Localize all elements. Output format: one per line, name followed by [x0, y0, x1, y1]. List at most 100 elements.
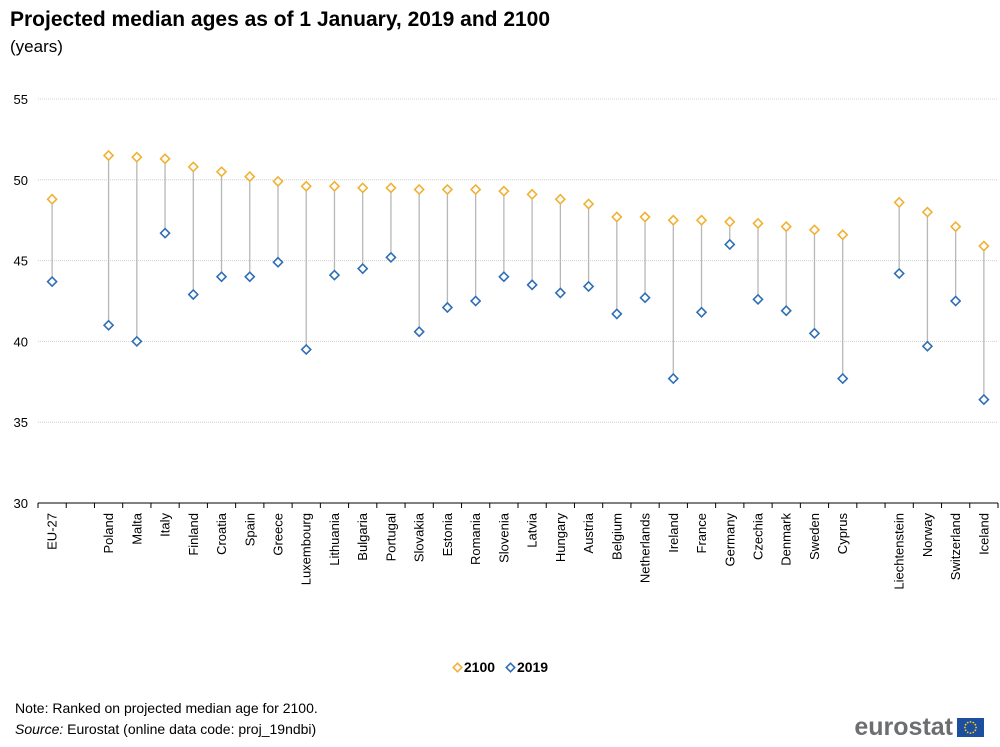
point-2100 [159, 153, 171, 165]
point-2100 [780, 221, 792, 233]
point-2019 [667, 372, 679, 385]
point-2019 [46, 275, 58, 288]
flag-star [966, 721, 969, 724]
point-2100 [131, 151, 143, 163]
point-2100 [385, 182, 397, 194]
source-detail: Eurostat (online data code: proj_19ndbi) [63, 721, 317, 737]
flag-star [964, 726, 966, 729]
point-2019 [978, 393, 990, 406]
flag-star [972, 721, 975, 724]
x-tick-label: Luxembourg [299, 513, 314, 585]
point-2100 [102, 149, 115, 162]
x-tick-label: Italy [158, 513, 173, 537]
x-tick-label: France [694, 513, 709, 553]
x-tick-label: Austria [581, 512, 596, 553]
point-2100 [187, 161, 199, 173]
eurostat-logo: eurostat [854, 713, 984, 742]
legend-label-2100: 2100 [463, 659, 496, 675]
point-2100 [667, 214, 679, 226]
flag-star [969, 721, 972, 723]
point-2100 [498, 185, 510, 197]
point-2019 [215, 271, 228, 283]
point-2019 [413, 326, 425, 338]
point-2019 [639, 292, 651, 304]
point-2019 [724, 238, 736, 251]
source-label: Source: [15, 721, 64, 737]
point-2019 [808, 327, 821, 339]
point-2019 [102, 319, 115, 331]
flag-star [975, 726, 977, 729]
point-2019 [187, 288, 199, 301]
source-text: Source: Eurostat (online data code: proj… [15, 721, 316, 737]
x-tick-label: Slovakia [412, 512, 427, 562]
point-2019 [357, 263, 369, 275]
x-tick-label: Czechia [751, 512, 766, 560]
x-tick-label: Spain [242, 513, 257, 546]
x-tick-label: Denmark [779, 513, 794, 566]
legend-marker-2100 [452, 662, 463, 673]
point-2100 [808, 224, 821, 236]
point-2100 [893, 196, 905, 209]
x-tick-label: Ireland [666, 513, 681, 553]
point-2100 [724, 216, 736, 228]
x-tick-label: Belgium [609, 513, 624, 560]
legend-item-2019: 2019 [505, 659, 548, 675]
point-2019 [526, 279, 538, 291]
y-tick-label: 55 [14, 92, 28, 107]
x-tick-label: Slovenia [496, 512, 511, 563]
flag-star [969, 732, 972, 734]
point-2100 [46, 193, 58, 205]
point-2100 [300, 180, 312, 192]
point-2100 [272, 175, 284, 188]
x-tick-label: Latvia [525, 512, 540, 547]
note-text: Note: Ranked on projected median age for… [15, 700, 318, 716]
point-2100 [328, 180, 341, 192]
point-2100 [921, 206, 934, 218]
point-2019 [582, 280, 595, 293]
x-tick-label: Switzerland [948, 513, 963, 580]
point-2019 [921, 340, 934, 352]
point-2019 [780, 305, 792, 317]
flag-star [966, 731, 969, 734]
point-2019 [469, 295, 482, 307]
chart-title: Projected median ages as of 1 January, 2… [10, 8, 551, 31]
x-tick-label: Lithuania [327, 512, 342, 566]
x-tick-label: Hungary [553, 513, 568, 563]
point-2019 [441, 301, 454, 314]
point-2100 [837, 229, 849, 241]
point-2019 [131, 335, 143, 348]
point-2100 [554, 193, 567, 205]
legend-marker-2019 [505, 662, 516, 673]
flag-star [964, 723, 967, 726]
x-tick-label: Finland [186, 513, 201, 556]
point-2019 [272, 256, 284, 268]
point-2100 [413, 183, 425, 196]
point-2019 [554, 287, 567, 299]
eu-flag-icon [957, 718, 984, 737]
y-tick-label: 35 [14, 415, 28, 430]
x-tick-label: Iceland [976, 513, 991, 555]
point-2100 [611, 211, 623, 223]
x-tick-label: Netherlands [638, 513, 653, 584]
point-2100 [752, 217, 764, 230]
point-2019 [385, 251, 397, 264]
x-tick-label: Germany [722, 513, 737, 567]
y-tick-label: 40 [14, 334, 28, 349]
y-tick-label: 50 [14, 173, 28, 188]
legend-item-2100: 2100 [452, 659, 495, 675]
point-2019 [611, 308, 623, 320]
x-tick-label: Malta [129, 512, 144, 545]
point-2019 [893, 267, 905, 280]
y-tick-label: 45 [14, 254, 28, 269]
point-2019 [498, 271, 510, 283]
chart-area: 30 35 40 45 50 55 EU-27 Poland Malta Italy Finland… [14, 92, 999, 590]
legend: 2100 2019 [0, 659, 1000, 675]
flag-star [974, 723, 977, 726]
y-tick-label: 30 [14, 496, 28, 511]
point-2019 [300, 343, 312, 356]
x-tick-label: Portugal [383, 513, 398, 562]
point-2100 [215, 166, 228, 178]
point-2019 [837, 372, 849, 385]
x-tick-label: Romania [468, 512, 483, 565]
legend-label-2019: 2019 [516, 659, 549, 675]
